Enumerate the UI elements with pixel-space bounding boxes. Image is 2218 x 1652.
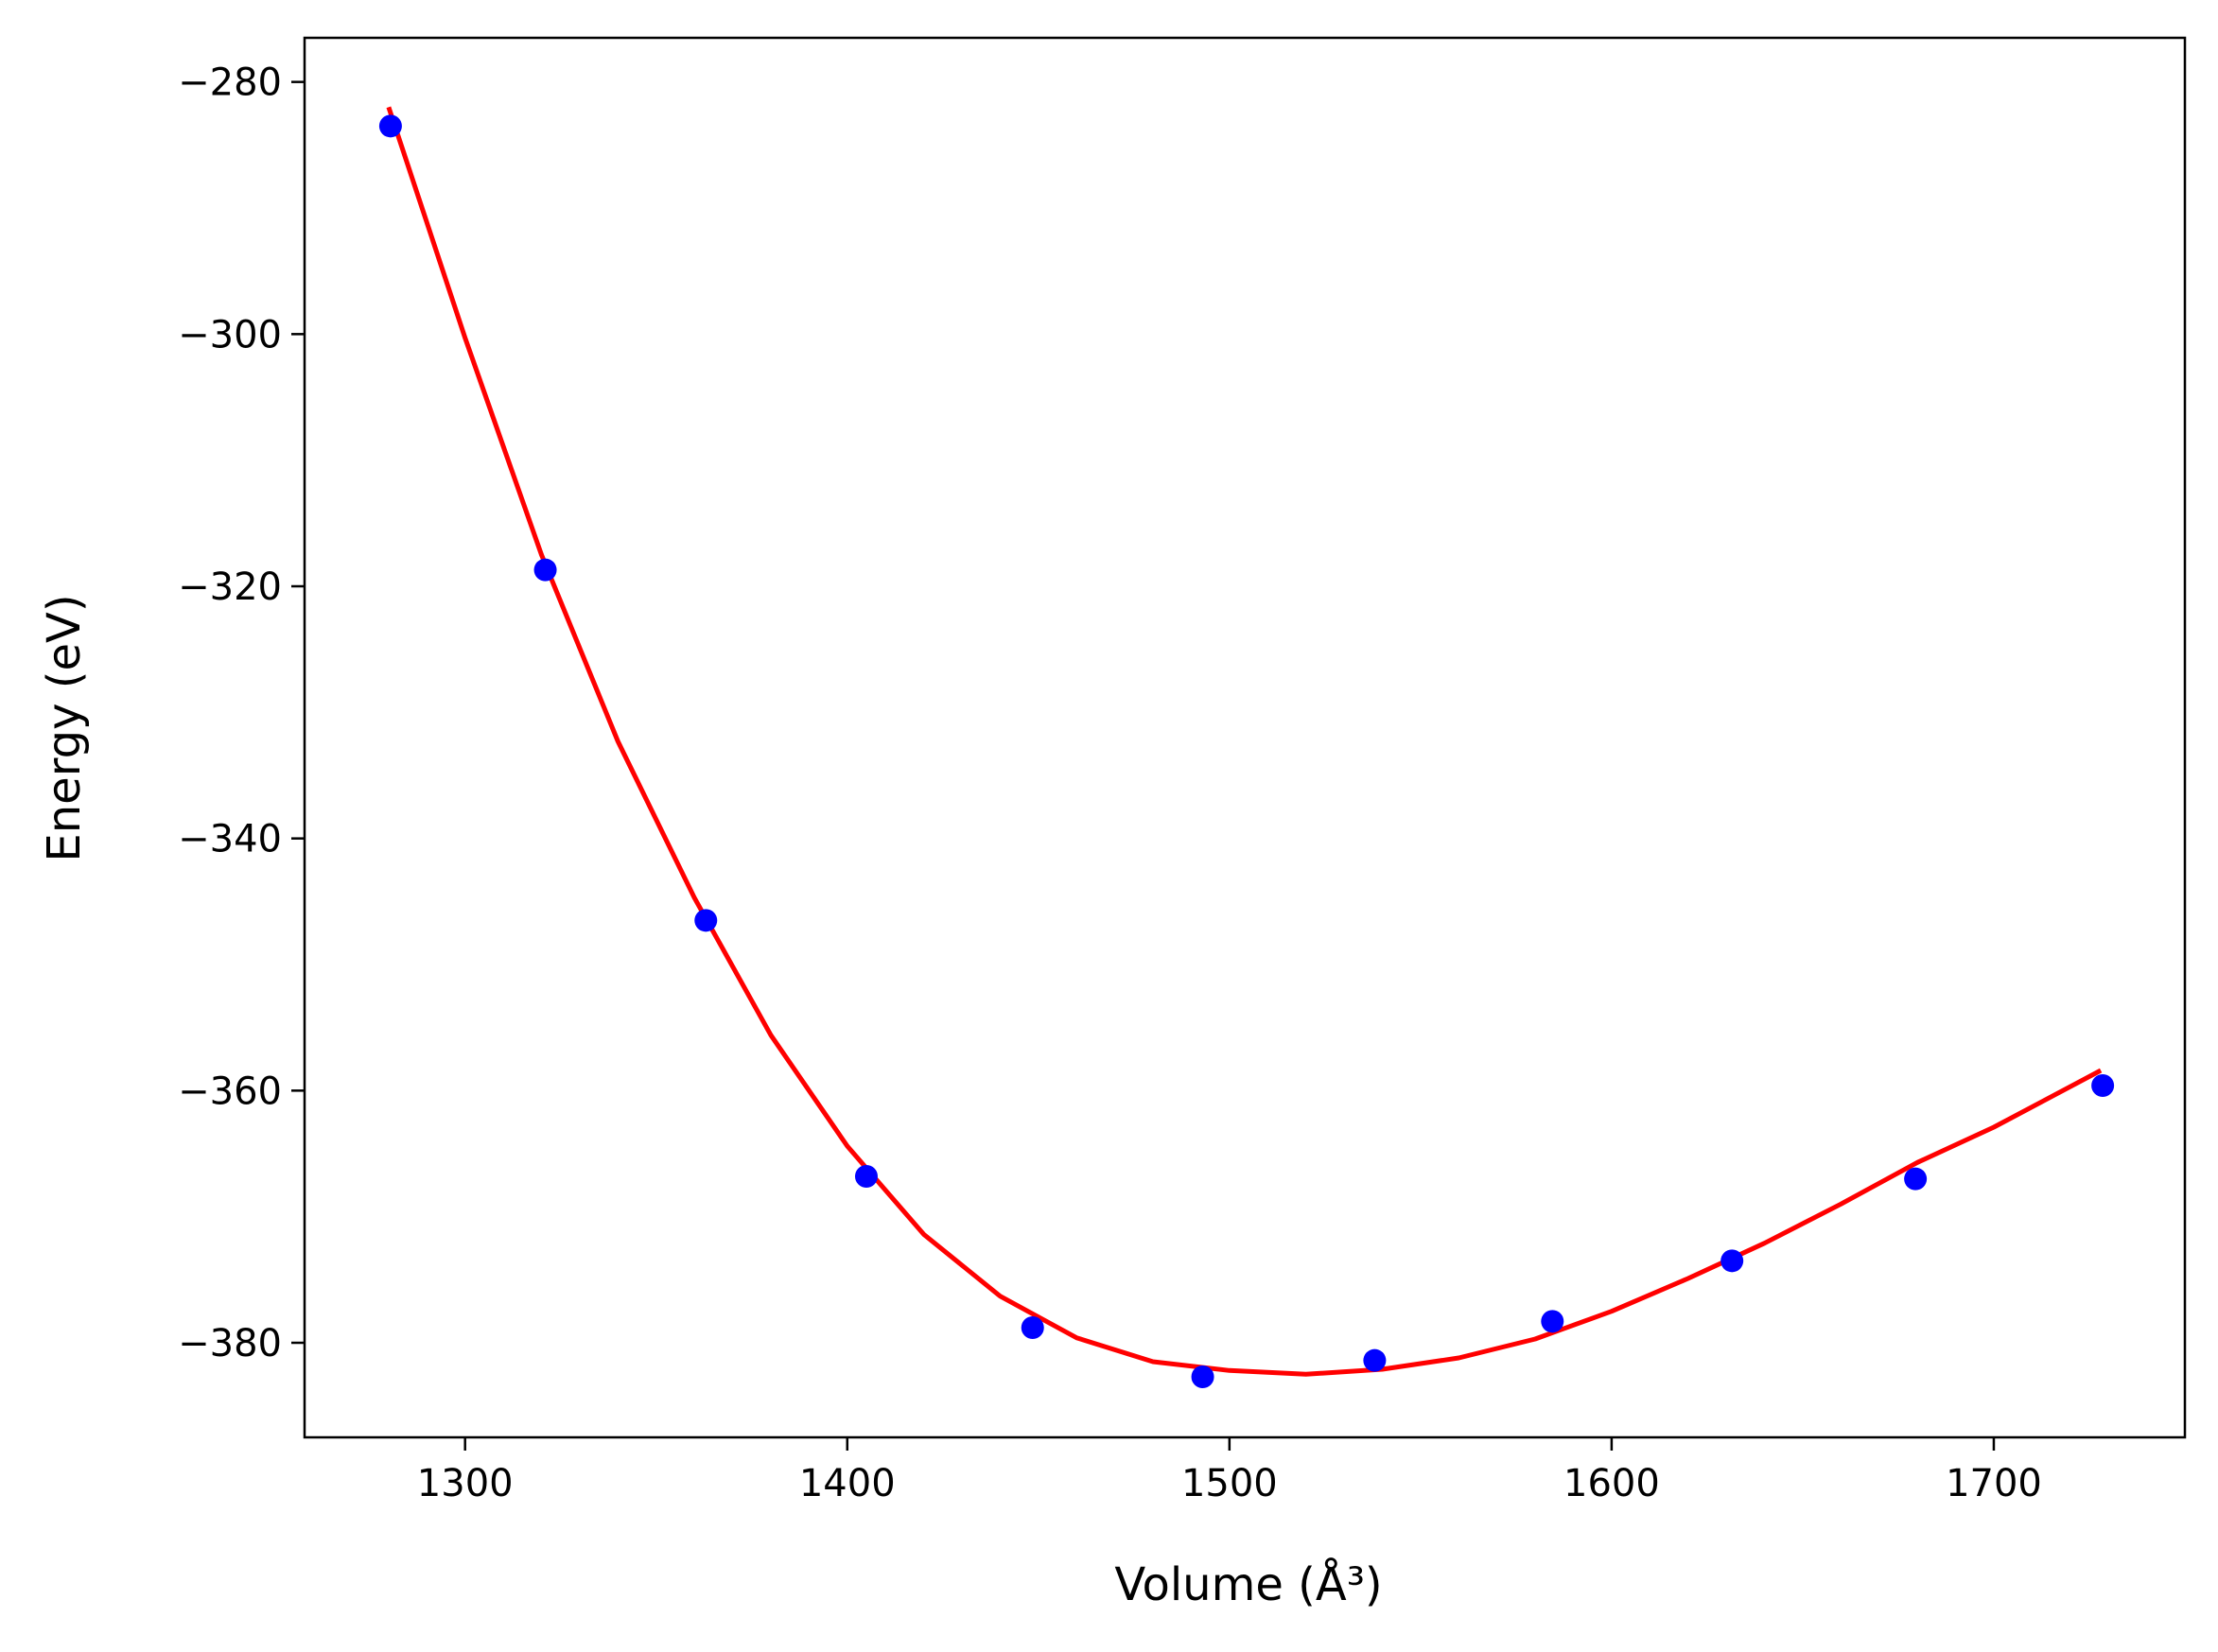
data-point: [854, 1165, 878, 1188]
data-point: [1363, 1348, 1387, 1372]
data-point: [1191, 1365, 1214, 1388]
y-tick-label: −320: [178, 565, 282, 609]
y-axis-label: Energy (eV): [38, 594, 91, 861]
data-point: [1021, 1316, 1044, 1339]
x-tick-label: 1600: [1563, 1462, 1660, 1505]
data-point: [2091, 1074, 2115, 1097]
y-tick-label: −280: [178, 61, 282, 105]
data-point: [694, 909, 718, 932]
x-tick-label: 1500: [1181, 1462, 1278, 1505]
data-point: [378, 114, 402, 138]
y-tick-label: −300: [178, 313, 282, 356]
data-point: [1904, 1167, 1928, 1191]
y-tick-label: −360: [178, 1069, 282, 1113]
axes-frame: [303, 36, 2187, 1439]
data-point: [533, 558, 557, 582]
data-points: [378, 114, 2115, 1388]
x-tick-label: 1300: [417, 1462, 514, 1505]
x-axis-ticks: 1300 1400 1500 1600 1700: [417, 1437, 2042, 1505]
data-point: [1541, 1310, 1564, 1333]
y-tick-label: −340: [178, 818, 282, 861]
fit-curve-line: [386, 106, 2103, 1377]
plot-area: [378, 106, 2115, 1388]
x-axis-label: Volume (Å³): [1114, 1557, 1382, 1611]
y-tick-label: −380: [178, 1322, 282, 1365]
y-axis-ticks: −280 −300 −320 −340 −360 −380: [178, 61, 305, 1365]
x-tick-label: 1400: [799, 1462, 896, 1505]
data-point: [1720, 1249, 1744, 1273]
x-tick-label: 1700: [1946, 1462, 2042, 1505]
